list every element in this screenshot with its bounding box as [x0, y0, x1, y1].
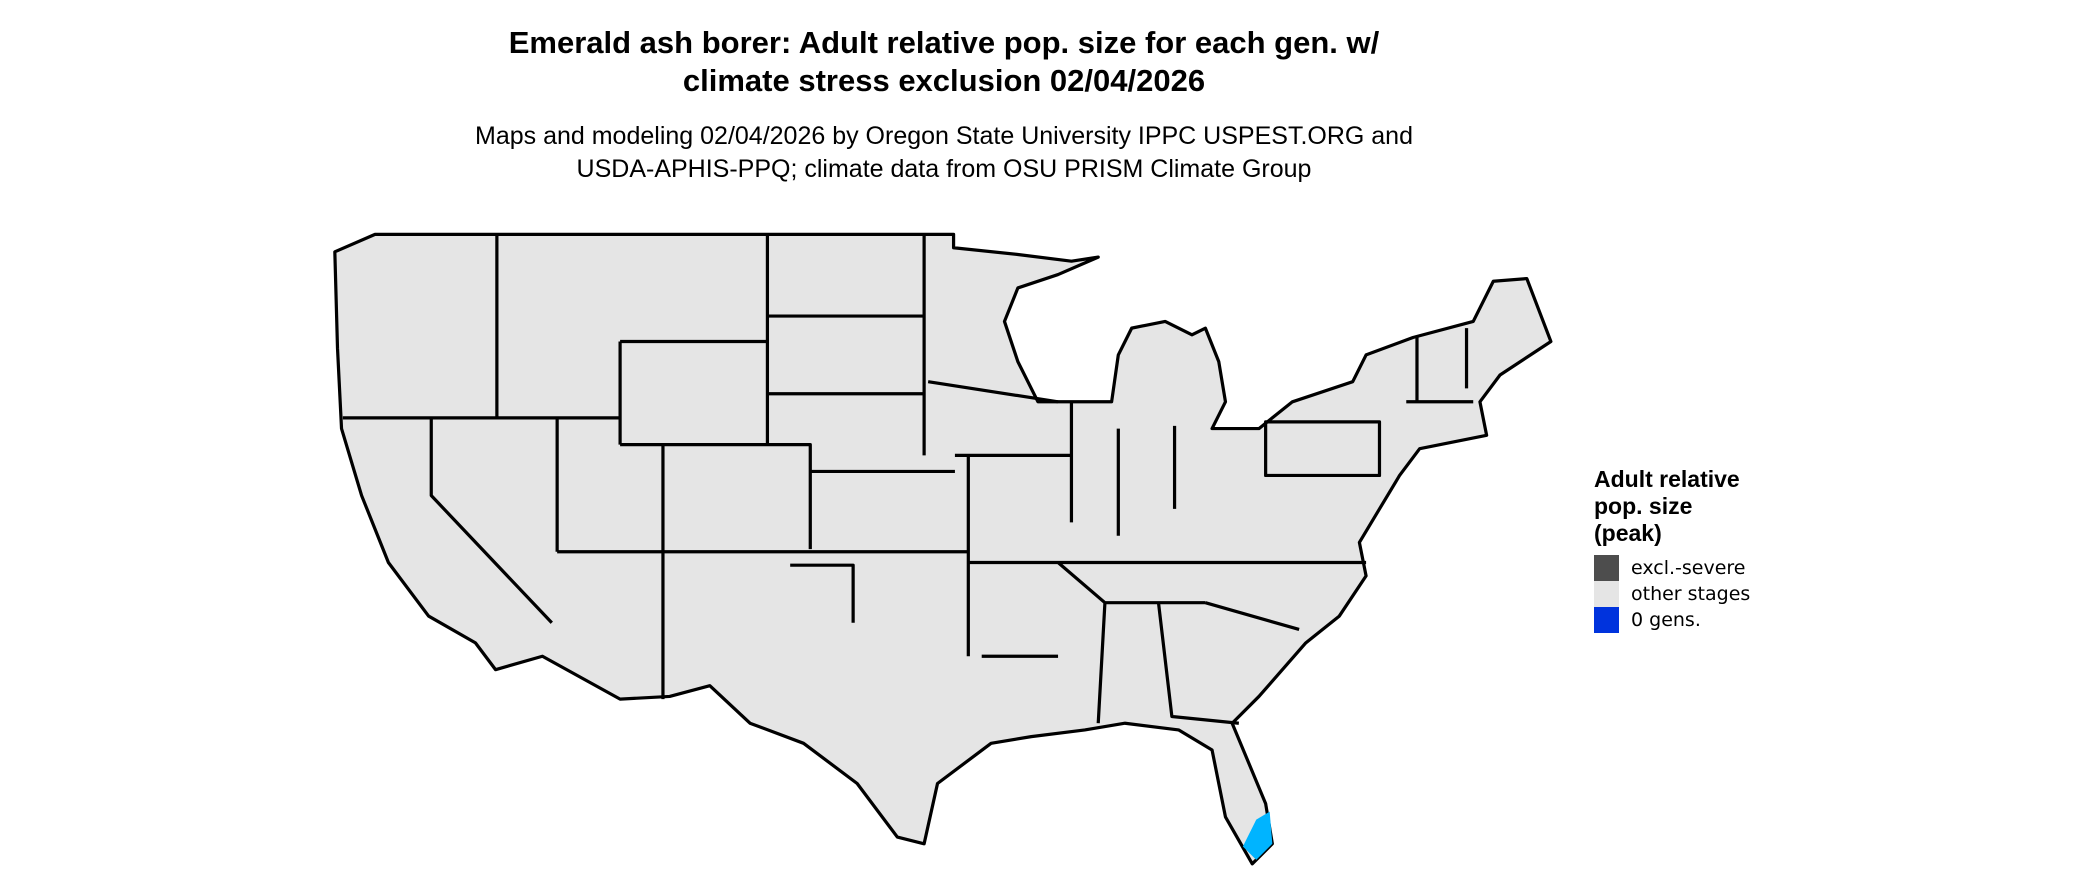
legend-title-line: (peak): [1594, 520, 1662, 546]
south-florida-region: [1242, 811, 1273, 860]
legend-title-line: Adult relative: [1594, 466, 1740, 492]
us-outline: [333, 232, 1553, 866]
legend-swatch: [1594, 555, 1619, 581]
title-line-1: Emerald ash borer: Adult relative pop. s…: [508, 25, 1380, 60]
legend-item-excl-severe: excl.-severe: [1594, 555, 1750, 581]
title-line-2: climate stress exclusion 02/04/2026: [682, 63, 1206, 98]
legend-title: Adult relative pop. size (peak): [1594, 466, 1750, 547]
subtitle-line-2: USDA-APHIS-PPQ; climate data from OSU PR…: [576, 155, 1312, 183]
map-subtitle: Maps and modeling 02/04/2026 by Oregon S…: [0, 120, 1888, 186]
legend: Adult relative pop. size (peak) excl.-se…: [1594, 466, 1750, 633]
map-title: Emerald ash borer: Adult relative pop. s…: [0, 24, 1888, 100]
legend-title-line: pop. size: [1594, 493, 1693, 519]
legend-label: other stages: [1631, 583, 1751, 605]
legend-label: 0 gens.: [1631, 609, 1701, 631]
legend-swatch: [1594, 581, 1619, 607]
legend-item-other-stages: other stages: [1594, 581, 1750, 607]
legend-label: excl.-severe: [1631, 557, 1746, 579]
legend-swatch: [1594, 607, 1619, 633]
subtitle-line-1: Maps and modeling 02/04/2026 by Oregon S…: [475, 122, 1413, 150]
state-borders: [342, 235, 1474, 725]
legend-item-0-gens: 0 gens.: [1594, 607, 1750, 633]
